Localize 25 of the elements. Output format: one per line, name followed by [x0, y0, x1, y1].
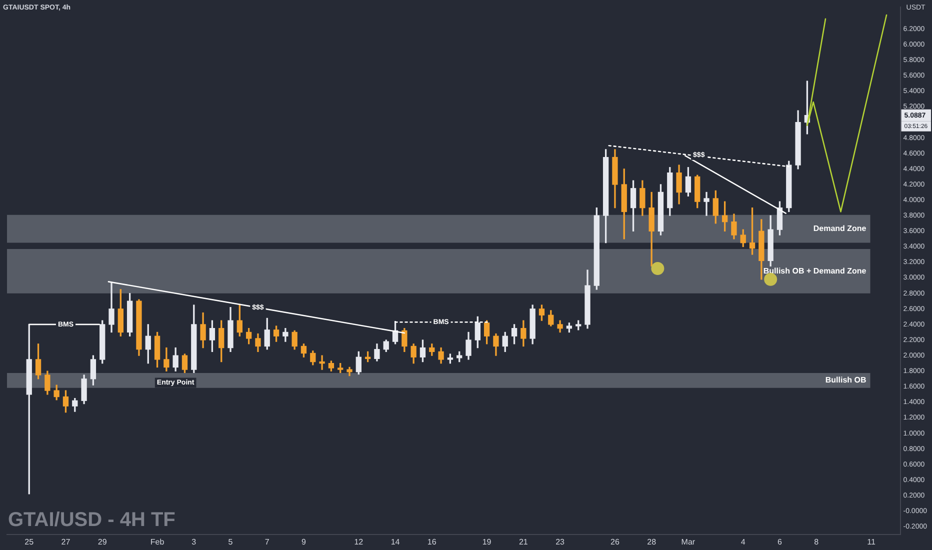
x-tick-label: 7: [264, 537, 270, 546]
x-tick-label: 28: [647, 537, 657, 546]
band-label: Bullish OB + Demand Zone: [763, 266, 867, 276]
x-tick-label: 11: [867, 537, 876, 546]
x-tick-label: 26: [610, 537, 620, 546]
x-tick-label: 12: [354, 537, 364, 546]
x-tick-label: Feb: [150, 537, 165, 546]
x-tick-label: 27: [61, 537, 71, 546]
x-tick-label: 25: [24, 537, 34, 546]
x-tick-label: Mar: [681, 537, 696, 546]
x-tick-label: 23: [556, 537, 566, 546]
x-tick-label: 21: [518, 537, 528, 546]
annotation: GTAI/USD - 4H TF: [8, 508, 176, 531]
x-tick-label: 8: [814, 537, 820, 546]
x-tick-label: 29: [98, 537, 108, 546]
x-tick-label: 3: [192, 537, 197, 546]
band-label: Bullish OB: [825, 376, 866, 385]
x-tick-label: 19: [482, 537, 492, 546]
x-tick-label: 9: [302, 537, 307, 546]
x-tick-label: 16: [427, 537, 437, 546]
x-tick-label: 5: [228, 537, 234, 546]
x-tick-label: 6: [778, 537, 783, 546]
band-label: Demand Zone: [813, 224, 867, 234]
x-tick-label: 14: [390, 537, 400, 546]
x-tick-label: 4: [740, 537, 746, 546]
